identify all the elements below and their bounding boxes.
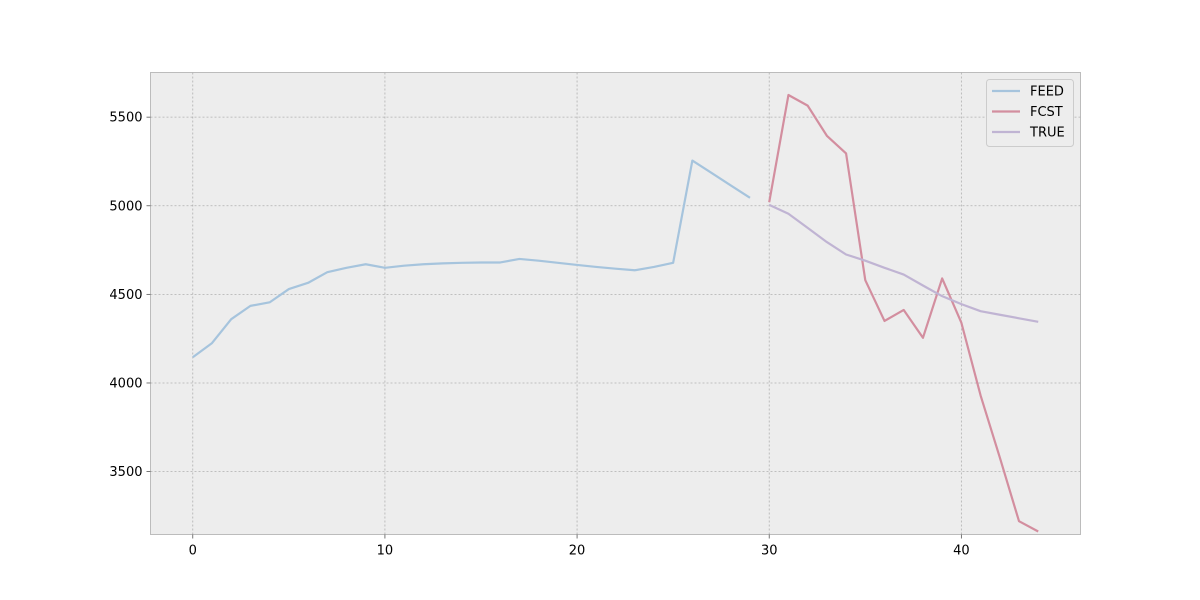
legend-label-true: TRUE [1029,126,1065,141]
legend-label-fcst: FCST [1030,105,1063,120]
x-axis-ticks: 0 10 20 30 40 [189,534,970,559]
y-tick-label: 3500 [109,465,142,480]
y-tick-label: 5000 [109,199,142,214]
x-tick-label: 40 [953,544,970,559]
series-line-fcst [768,93,1039,533]
x-tick-label: 20 [569,544,586,559]
y-tick-label: 4500 [109,288,142,303]
series-line-feed [192,159,751,359]
y-tick-label: 5500 [109,111,142,126]
y-axis-ticks: 3500 4000 4500 5000 5500 [109,111,151,480]
series-line-true [768,203,1039,323]
y-tick-label: 4000 [109,376,142,391]
x-tick-label: 0 [189,544,197,559]
grid-lines [150,72,1081,535]
legend: FEED FCST TRUE [986,79,1074,147]
x-tick-label: 30 [761,544,778,559]
series-lines [192,93,1039,533]
plot-area [150,72,1081,535]
legend-box [986,79,1074,147]
x-tick-label: 10 [377,544,394,559]
legend-label-feed: FEED [1030,85,1064,100]
